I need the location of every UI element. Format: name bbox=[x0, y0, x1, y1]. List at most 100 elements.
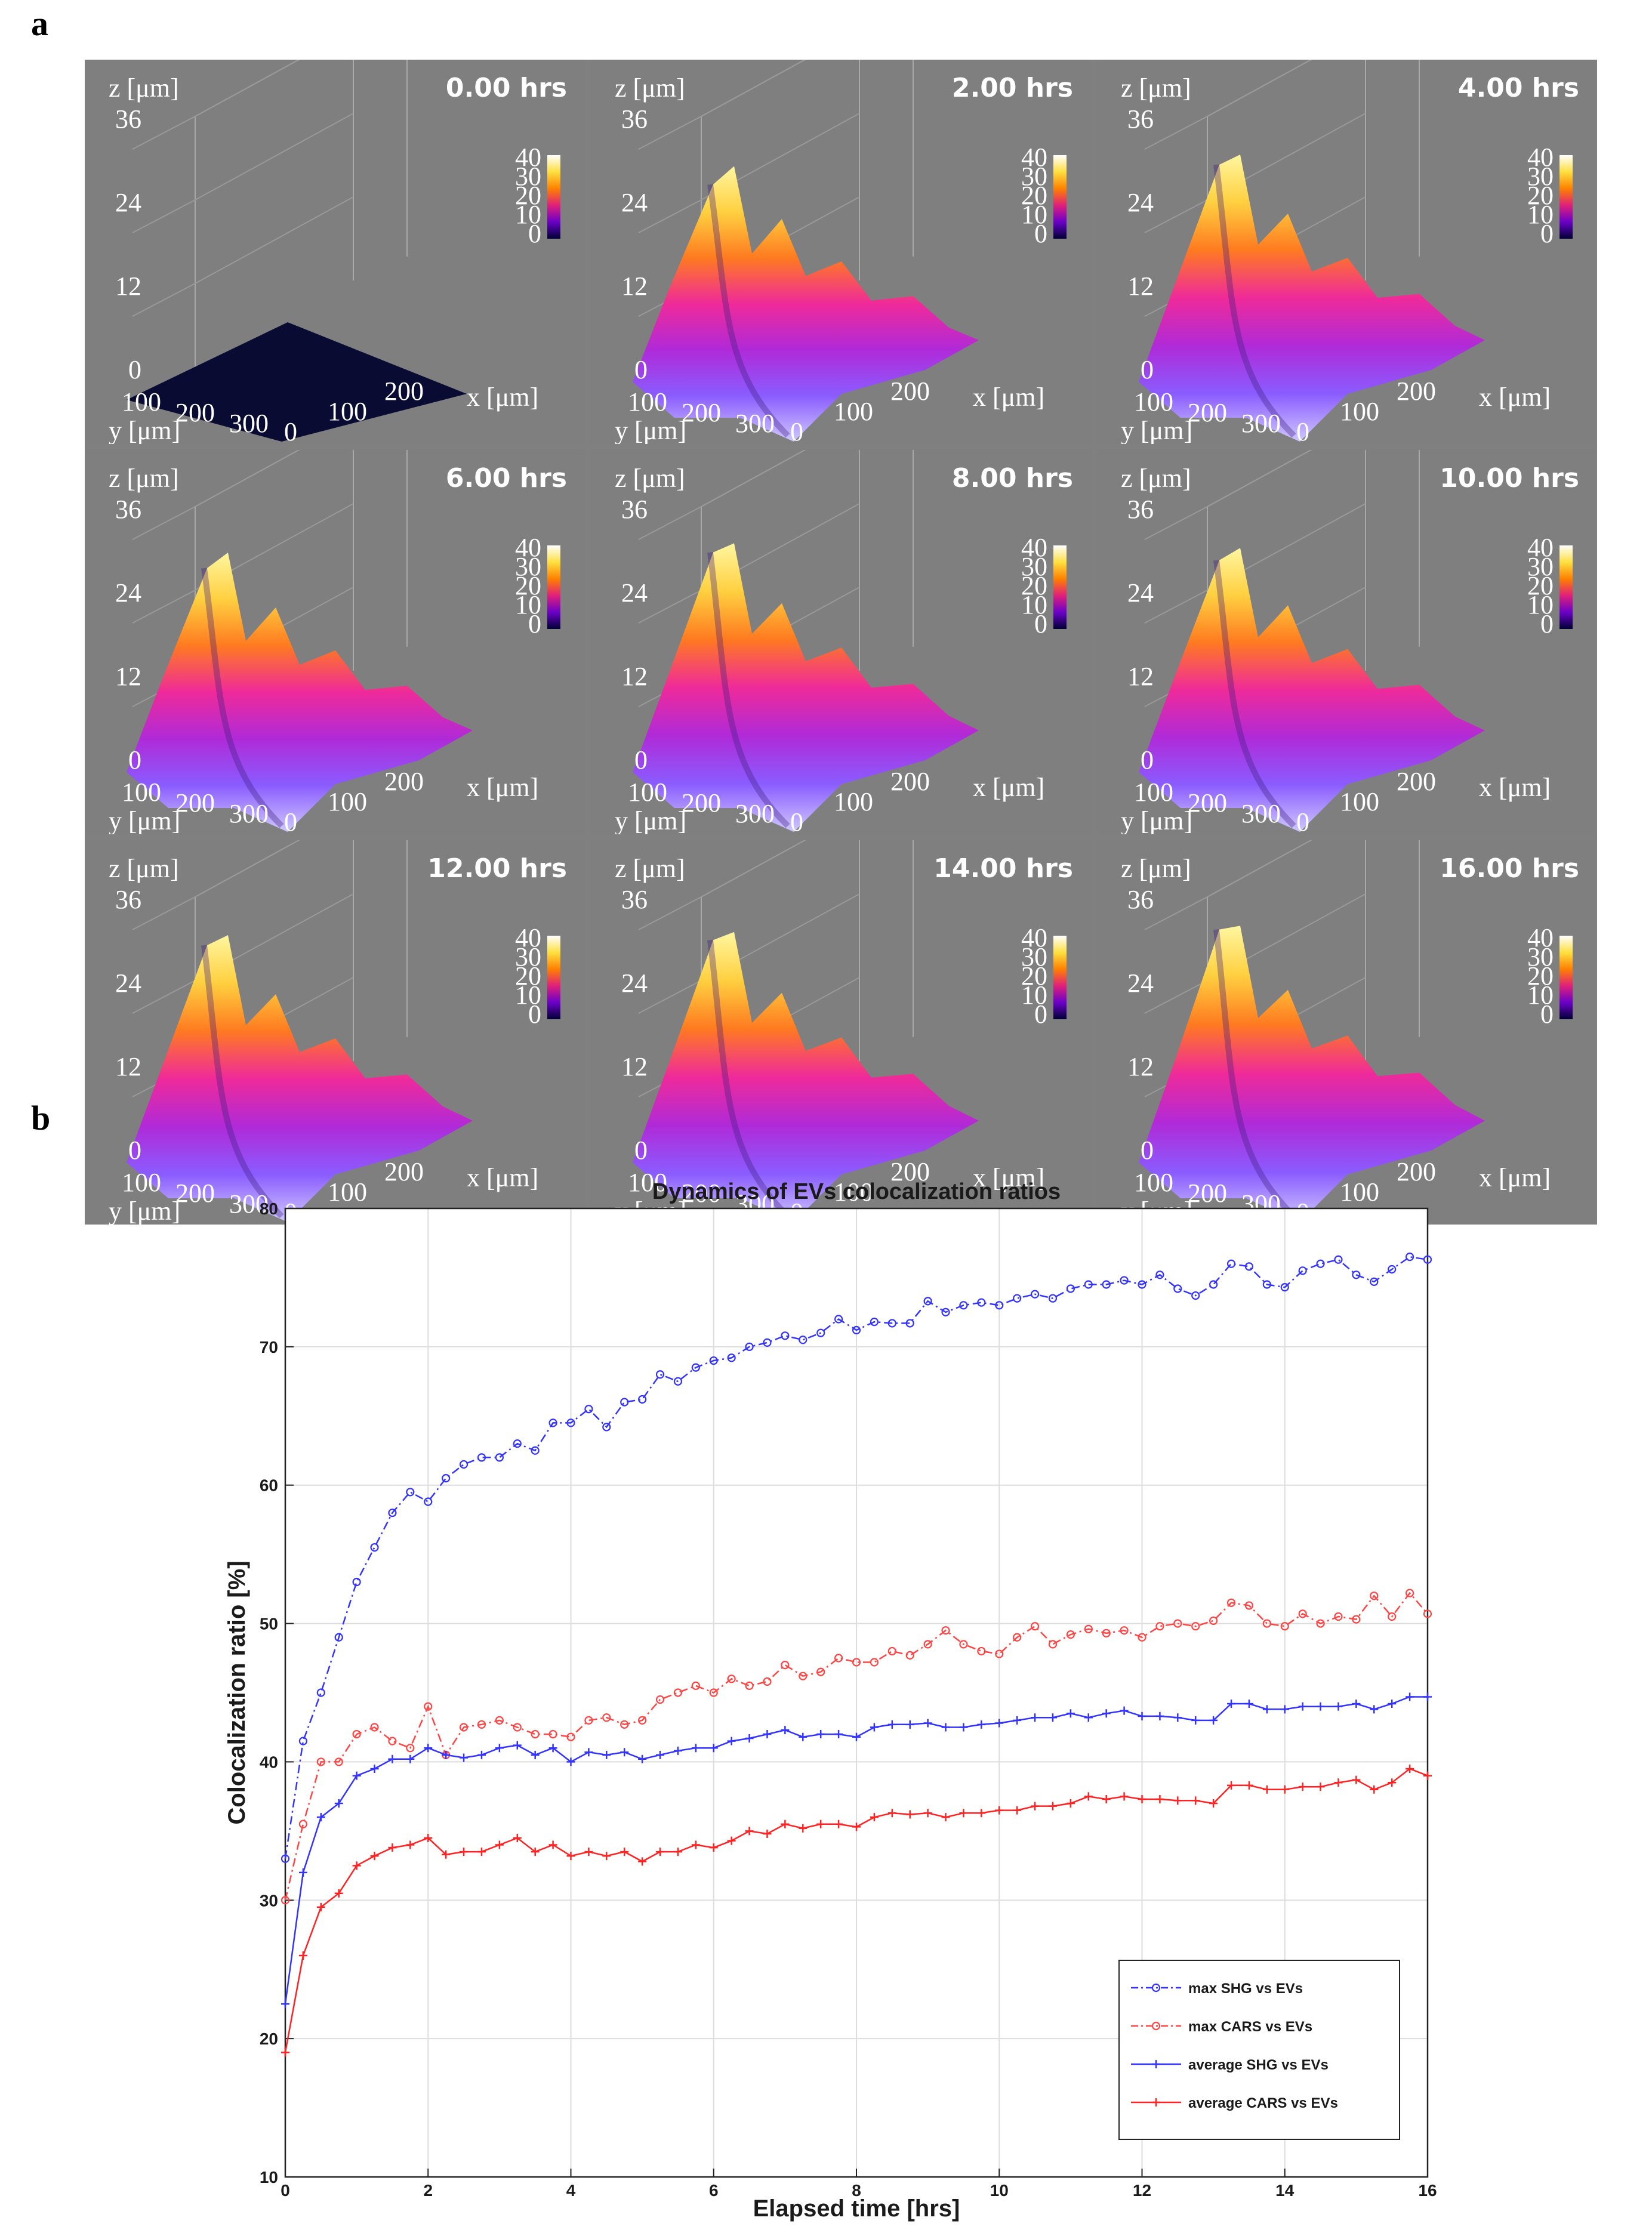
colorbar-tick-label: 20 bbox=[1021, 181, 1047, 210]
data-point bbox=[691, 1840, 700, 1849]
data-point bbox=[1030, 1290, 1040, 1299]
data-point bbox=[1084, 1280, 1093, 1289]
y-tick-label: 100 bbox=[628, 387, 667, 417]
chart-title: Dynamics of EVs colocalization ratios bbox=[652, 1179, 1061, 1204]
data-point bbox=[655, 1695, 665, 1704]
y-tick-label: 200 bbox=[175, 398, 215, 427]
data-point bbox=[1316, 1619, 1325, 1628]
x-tick-label: 16 bbox=[1418, 2181, 1437, 2200]
data-point bbox=[1102, 1795, 1111, 1804]
data-point bbox=[1226, 1598, 1236, 1607]
data-point bbox=[977, 1720, 986, 1729]
colorbar-tick-label: 30 bbox=[1021, 552, 1047, 581]
data-point bbox=[548, 1418, 557, 1427]
y-tick-label: 200 bbox=[682, 788, 721, 818]
data-point bbox=[727, 1737, 736, 1745]
data-point bbox=[638, 1754, 647, 1763]
data-point bbox=[460, 1753, 469, 1762]
x-tick-label: 0 bbox=[284, 417, 297, 444]
z-axis-label: z [μm] bbox=[615, 73, 685, 103]
data-point bbox=[852, 1325, 861, 1335]
colorbar-tick-label: 10 bbox=[1021, 980, 1047, 1010]
colorbar-tick-label: 10 bbox=[1527, 590, 1554, 619]
data-point bbox=[1388, 1612, 1397, 1621]
data-point bbox=[1138, 1795, 1146, 1804]
data-point bbox=[1298, 1609, 1307, 1618]
colorbar bbox=[1559, 155, 1573, 239]
data-point bbox=[352, 1771, 361, 1780]
colorbar bbox=[1053, 155, 1067, 239]
z-tick-label: 0 bbox=[128, 745, 141, 775]
data-point bbox=[584, 1848, 593, 1856]
data-point bbox=[1120, 1626, 1129, 1635]
y-tick-label: 300 bbox=[229, 799, 269, 828]
data-point bbox=[1334, 1612, 1343, 1621]
x-tick-label: 6 bbox=[709, 2181, 719, 2200]
data-point bbox=[905, 1319, 914, 1328]
x-tick-label: 200 bbox=[1397, 377, 1436, 406]
data-point bbox=[584, 1716, 593, 1725]
data-point bbox=[370, 1765, 379, 1774]
data-point bbox=[334, 1633, 343, 1642]
z-tick-label: 0 bbox=[1141, 355, 1154, 384]
data-point bbox=[781, 1819, 790, 1828]
surface-mesh bbox=[1139, 926, 1485, 1222]
y-tick-label: 100 bbox=[628, 1168, 667, 1197]
z-tick-label: 24 bbox=[1127, 188, 1154, 217]
series-line bbox=[284, 1256, 1428, 1859]
data-point bbox=[959, 1809, 968, 1818]
data-point bbox=[1013, 1806, 1022, 1815]
data-point bbox=[887, 1809, 896, 1818]
colorbar-tick-label: 0 bbox=[1540, 609, 1554, 639]
x-tick-label: 12 bbox=[1133, 2181, 1151, 2200]
data-point bbox=[1209, 1616, 1218, 1626]
x-axis-label: x [μm] bbox=[973, 1163, 1044, 1192]
data-point bbox=[1120, 1792, 1129, 1801]
x-tick-label: 2 bbox=[423, 2181, 433, 2200]
surface-shadow bbox=[201, 568, 284, 828]
data-point bbox=[1352, 1775, 1361, 1784]
data-point bbox=[370, 1543, 379, 1552]
legend-label: max SHG vs EVs bbox=[1188, 1981, 1303, 1997]
colorbar-tick-label: 40 bbox=[1021, 533, 1047, 562]
x-axis-label: Elapsed time [hrs] bbox=[753, 2195, 960, 2222]
data-point bbox=[1370, 1277, 1379, 1286]
surface-mesh bbox=[1139, 155, 1485, 442]
colorbar bbox=[547, 155, 560, 239]
colorbar bbox=[1559, 545, 1573, 629]
data-point bbox=[995, 1719, 1004, 1728]
data-point bbox=[495, 1453, 504, 1462]
data-point bbox=[1031, 1713, 1040, 1722]
y-tick-label: 70 bbox=[260, 1338, 278, 1356]
data-point bbox=[1406, 1692, 1414, 1701]
colorbar bbox=[547, 936, 560, 1019]
data-point bbox=[1084, 1713, 1093, 1722]
data-point bbox=[1227, 1781, 1236, 1790]
data-point bbox=[1155, 1622, 1164, 1631]
data-point bbox=[852, 1822, 861, 1831]
y-axis-label: y [μm] bbox=[615, 416, 686, 444]
data-point bbox=[1334, 1255, 1343, 1264]
z-tick-label: 12 bbox=[115, 272, 141, 301]
data-point bbox=[1084, 1624, 1093, 1633]
colorbar-tick-label: 20 bbox=[515, 961, 541, 991]
x-tick-label: 200 bbox=[384, 377, 424, 406]
surface-mesh bbox=[1139, 548, 1485, 832]
y-tick-label: 10 bbox=[260, 2168, 278, 2186]
data-point bbox=[513, 1723, 522, 1732]
data-point bbox=[298, 1737, 308, 1745]
data-point bbox=[1352, 1615, 1361, 1624]
z-tick-label: 24 bbox=[621, 969, 648, 998]
x-axis-label: x [μm] bbox=[973, 773, 1044, 802]
y-axis-label: y [μm] bbox=[1121, 806, 1192, 834]
data-point bbox=[531, 1848, 540, 1856]
data-point bbox=[548, 1840, 557, 1849]
data-point bbox=[531, 1750, 540, 1759]
data-point bbox=[852, 1732, 861, 1741]
y-tick-label: 20 bbox=[260, 2030, 278, 2048]
data-point bbox=[1066, 1284, 1075, 1293]
data-point bbox=[1048, 1802, 1057, 1811]
data-point bbox=[1152, 2060, 1160, 2068]
surface-plot-grid: 0.00 hrs z [μm] x [μm] y [μm] 0 12 24 36 100 200 3… bbox=[85, 60, 1597, 1225]
